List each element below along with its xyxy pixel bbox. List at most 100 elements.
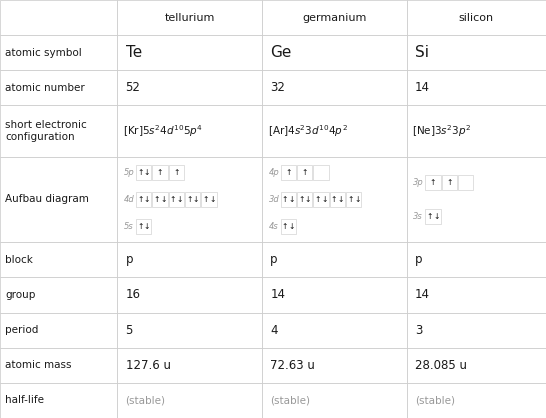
Text: 4p: 4p <box>269 168 280 177</box>
Text: p: p <box>126 253 133 266</box>
Bar <box>262 157 407 242</box>
Bar <box>0 70 117 105</box>
Text: ↓: ↓ <box>193 195 199 204</box>
Text: 5s: 5s <box>124 222 134 231</box>
Text: ↓: ↓ <box>209 195 216 204</box>
Text: 72.63 u: 72.63 u <box>270 359 315 372</box>
Bar <box>0 383 117 418</box>
Text: ↓: ↓ <box>354 195 360 204</box>
Bar <box>0 348 117 383</box>
Bar <box>407 35 546 70</box>
Bar <box>169 192 184 207</box>
Text: ↑: ↑ <box>430 178 436 187</box>
Text: ↑: ↑ <box>203 195 209 204</box>
Bar <box>262 0 407 35</box>
Bar <box>262 105 407 157</box>
Text: ↓: ↓ <box>321 195 328 204</box>
Text: ↓: ↓ <box>288 222 295 231</box>
Text: block: block <box>5 255 33 265</box>
Bar <box>281 192 296 207</box>
Bar <box>185 192 200 207</box>
Bar <box>262 278 407 313</box>
Text: ↓: ↓ <box>305 195 311 204</box>
Bar <box>313 165 329 180</box>
Bar <box>0 105 117 157</box>
Text: $\mathregular{[Ne]3}s^{\mathregular{2}}\mathregular{3}p^{\mathregular{2}}$: $\mathregular{[Ne]3}s^{\mathregular{2}}\… <box>412 123 471 139</box>
Text: ↑: ↑ <box>186 195 193 204</box>
Text: ↓: ↓ <box>144 195 150 204</box>
Bar <box>262 383 407 418</box>
Text: 14: 14 <box>270 288 285 301</box>
Bar <box>0 157 117 242</box>
Text: ↑: ↑ <box>426 212 433 221</box>
Bar <box>407 70 546 105</box>
Bar <box>0 313 117 348</box>
Bar <box>297 192 312 207</box>
Bar <box>0 35 117 70</box>
Text: ↓: ↓ <box>288 195 295 204</box>
Text: atomic mass: atomic mass <box>5 360 72 370</box>
Text: ↑: ↑ <box>301 168 308 177</box>
Bar <box>281 219 296 234</box>
Text: ↓: ↓ <box>433 212 440 221</box>
Bar <box>458 175 473 190</box>
Text: atomic number: atomic number <box>5 83 85 93</box>
Text: 16: 16 <box>126 288 140 301</box>
Text: ↑: ↑ <box>170 195 176 204</box>
Text: Aufbau diagram: Aufbau diagram <box>5 194 90 204</box>
Bar <box>117 35 262 70</box>
Text: ↑: ↑ <box>137 195 144 204</box>
Text: ↓: ↓ <box>144 222 150 231</box>
Bar <box>407 242 546 278</box>
Text: ↑: ↑ <box>282 222 288 231</box>
Text: 52: 52 <box>126 82 140 94</box>
Bar <box>117 157 262 242</box>
Text: half-life: half-life <box>5 395 44 405</box>
Bar <box>152 192 168 207</box>
Text: germanium: germanium <box>302 13 366 23</box>
Text: ↑: ↑ <box>331 195 337 204</box>
Bar <box>0 278 117 313</box>
Text: group: group <box>5 290 36 300</box>
Bar <box>407 348 546 383</box>
Text: $\mathregular{[Ar]4}s^{\mathregular{2}}\mathregular{3}d^{\mathregular{10}}\mathr: $\mathregular{[Ar]4}s^{\mathregular{2}}\… <box>268 123 347 139</box>
Text: Te: Te <box>126 45 142 60</box>
Bar <box>262 348 407 383</box>
Bar <box>407 105 546 157</box>
Text: ↑: ↑ <box>298 195 305 204</box>
Bar <box>262 313 407 348</box>
Text: 127.6 u: 127.6 u <box>126 359 170 372</box>
Bar <box>136 165 151 180</box>
Text: 3: 3 <box>415 324 423 336</box>
Text: (stable): (stable) <box>270 395 310 405</box>
Text: 3d: 3d <box>269 195 280 204</box>
Text: 32: 32 <box>270 82 285 94</box>
Text: (stable): (stable) <box>126 395 165 405</box>
Text: ↓: ↓ <box>337 195 344 204</box>
Text: ↓: ↓ <box>144 168 150 177</box>
Bar <box>330 192 345 207</box>
Bar <box>281 165 296 180</box>
Text: tellurium: tellurium <box>164 13 215 23</box>
Bar <box>262 242 407 278</box>
Text: ↑: ↑ <box>153 195 160 204</box>
Bar <box>201 192 217 207</box>
Bar <box>346 192 361 207</box>
Bar <box>117 0 262 35</box>
Bar <box>407 278 546 313</box>
Bar <box>0 0 117 35</box>
Bar <box>117 383 262 418</box>
Text: $\mathregular{[Kr]5}s^{\mathregular{2}}\mathregular{4}d^{\mathregular{10}}\mathr: $\mathregular{[Kr]5}s^{\mathregular{2}}\… <box>123 123 203 139</box>
Bar <box>262 70 407 105</box>
Text: ↑: ↑ <box>137 222 144 231</box>
Bar <box>407 313 546 348</box>
Bar <box>442 175 457 190</box>
Bar <box>407 157 546 242</box>
Text: short electronic
configuration: short electronic configuration <box>5 120 87 142</box>
Text: ↓: ↓ <box>176 195 183 204</box>
Text: ↑: ↑ <box>157 168 163 177</box>
Bar <box>425 209 441 224</box>
Text: 28.085 u: 28.085 u <box>415 359 467 372</box>
Text: (stable): (stable) <box>415 395 455 405</box>
Text: 4: 4 <box>270 324 278 336</box>
